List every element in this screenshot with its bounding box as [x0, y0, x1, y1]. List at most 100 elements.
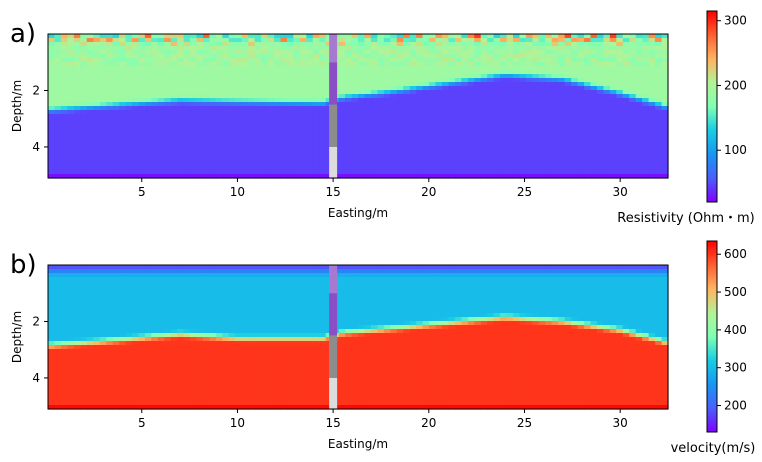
heatmap-cell: [261, 110, 269, 115]
colorbar-tick-label: 300: [724, 14, 747, 28]
heatmap-cell: [500, 34, 508, 39]
heatmap-cell: [616, 66, 624, 71]
heatmap-cell: [157, 86, 165, 91]
heatmap-cell: [319, 122, 327, 127]
heatmap-cell: [513, 126, 521, 131]
heatmap-cell: [48, 341, 56, 346]
heatmap-cell: [364, 158, 372, 163]
heatmap-cell: [131, 389, 140, 394]
heatmap-cell: [183, 281, 191, 286]
heatmap-cell: [480, 58, 488, 63]
heatmap-cell: [196, 126, 204, 131]
heatmap-cell: [480, 142, 488, 147]
heatmap-cell: [112, 389, 120, 394]
heatmap-cell: [429, 78, 437, 83]
heatmap-cell: [525, 146, 533, 151]
heatmap-cell: [144, 341, 152, 346]
heatmap-cell: [525, 170, 533, 175]
heatmap-cell: [248, 130, 256, 135]
heatmap-cell: [267, 305, 275, 310]
heatmap-cell: [157, 34, 165, 39]
heatmap-cell: [403, 94, 411, 99]
heatmap-cell: [525, 106, 533, 111]
heatmap-cell: [532, 78, 540, 83]
heatmap-cell: [377, 38, 385, 43]
heatmap-cell: [480, 134, 488, 139]
heatmap-cell: [293, 162, 301, 167]
heatmap-cell: [106, 34, 114, 39]
heatmap-cell: [157, 389, 165, 394]
heatmap-cell: [190, 86, 198, 91]
borehole-segment: [329, 34, 338, 63]
heatmap-cell: [106, 273, 114, 278]
heatmap-cell: [616, 114, 624, 119]
heatmap-cell: [545, 34, 553, 39]
heatmap-cell: [119, 142, 127, 147]
heatmap-cell: [73, 361, 81, 366]
heatmap-cell: [596, 34, 605, 39]
heatmap-cell: [274, 154, 282, 159]
heatmap-cell: [248, 50, 256, 55]
heatmap-cell: [383, 62, 391, 67]
heatmap-cell: [319, 70, 327, 75]
heatmap-cell: [222, 146, 230, 151]
heatmap-cell: [67, 345, 75, 350]
heatmap-cell: [267, 170, 275, 175]
heatmap-cell: [377, 138, 385, 143]
heatmap-cell: [119, 313, 127, 318]
heatmap-cell: [280, 381, 288, 386]
heatmap-cell: [299, 381, 307, 386]
heatmap-cell: [183, 126, 191, 131]
heatmap-cell: [144, 297, 152, 302]
heatmap-cell: [306, 54, 314, 59]
heatmap-cell: [254, 42, 262, 47]
heatmap-cell: [203, 138, 211, 143]
heatmap-cell: [54, 50, 62, 55]
heatmap-cell: [164, 62, 172, 67]
heatmap-cell: [54, 265, 62, 270]
heatmap-cell: [396, 54, 404, 59]
heatmap-cell: [519, 146, 527, 151]
heatmap-cell: [441, 158, 450, 163]
heatmap-cell: [571, 126, 579, 131]
heatmap-cell: [119, 281, 127, 286]
heatmap-cell: [54, 106, 62, 111]
heatmap-cell: [286, 110, 295, 115]
heatmap-cell: [54, 126, 62, 131]
heatmap-cell: [286, 329, 295, 334]
heatmap-cell: [635, 110, 643, 115]
heatmap-cell: [209, 329, 217, 334]
heatmap-cell: [125, 118, 133, 123]
heatmap-cell: [99, 341, 107, 346]
heatmap-cell: [396, 126, 404, 131]
heatmap-cell: [538, 150, 546, 155]
heatmap-cell: [80, 353, 88, 358]
heatmap-cell: [383, 74, 391, 79]
heatmap-cell: [422, 90, 430, 95]
heatmap-cell: [228, 66, 236, 71]
heatmap-cell: [119, 337, 127, 342]
heatmap-cell: [48, 321, 56, 326]
heatmap-cell: [603, 142, 611, 147]
heatmap-cell: [448, 58, 456, 63]
heatmap-cell: [500, 138, 508, 143]
heatmap-cell: [138, 166, 146, 171]
heatmap-cell: [577, 142, 585, 147]
heatmap-cell: [545, 102, 553, 107]
heatmap-cell: [157, 142, 165, 147]
heatmap-cell: [261, 269, 269, 274]
heatmap-cell: [235, 273, 243, 278]
heatmap-cell: [99, 126, 107, 131]
heatmap-cell: [267, 361, 275, 366]
heatmap-cell: [228, 90, 236, 95]
heatmap-cell: [267, 389, 275, 394]
heatmap-cell: [80, 389, 88, 394]
heatmap-cell: [80, 158, 88, 163]
heatmap-cell: [299, 337, 307, 342]
heatmap-cell: [312, 277, 320, 282]
heatmap-cell: [564, 118, 572, 123]
heatmap-cell: [280, 62, 288, 67]
heatmap-cell: [312, 74, 320, 79]
heatmap-cell: [558, 158, 566, 163]
heatmap-cell: [377, 58, 385, 63]
